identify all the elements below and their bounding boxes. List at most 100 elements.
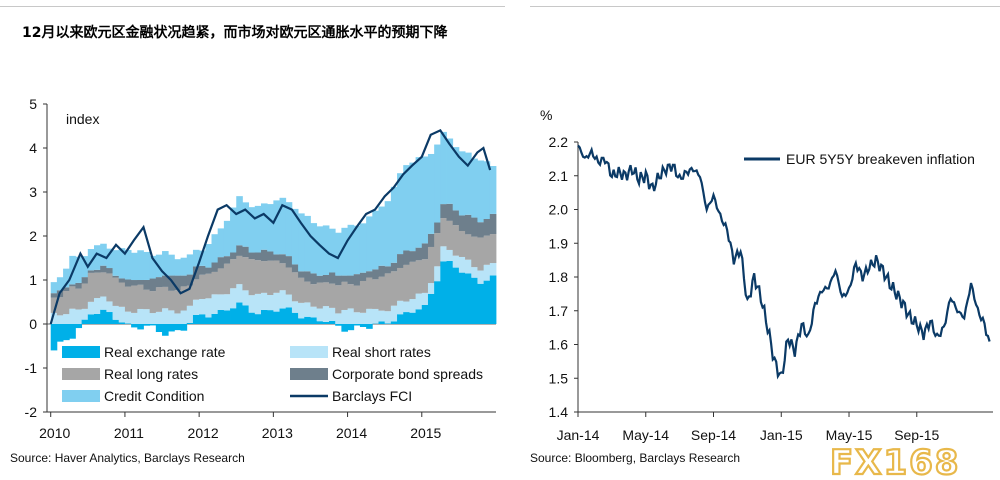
bar-real-long-rates: [267, 260, 274, 296]
bar-real-exchange-rate: [205, 317, 212, 324]
bar-real-exchange-rate: [322, 321, 330, 324]
legend-swatch-real-long-rates: [62, 368, 100, 380]
bar-real-short-rates: [279, 290, 287, 309]
bar-real-long-rates: [260, 261, 268, 293]
bar-real-short-rates: [168, 310, 175, 324]
bar-real-short-rates: [50, 312, 58, 324]
barclays-fci-line: [49, 129, 492, 325]
bar-real-short-rates: [223, 294, 231, 311]
top-rule-right: [530, 6, 1000, 7]
bar-real-exchange-rate: [248, 312, 256, 324]
bar-real-long-rates: [242, 257, 250, 291]
bar-credit-condition: [211, 234, 219, 263]
bar-real-exchange-rate: [155, 324, 163, 333]
bar-real-exchange-rate: [452, 267, 460, 324]
bar-real-long-rates: [217, 268, 225, 295]
bar-real-long-rates: [409, 261, 417, 300]
bar-corporate-bond-spreads: [366, 271, 373, 278]
bar-credit-condition: [254, 205, 262, 253]
left-x-tick-label: 2014: [336, 425, 367, 441]
left-y-tick-label: -2: [25, 404, 38, 420]
bar-real-long-rates: [434, 233, 441, 267]
bar-real-short-rates: [81, 308, 89, 320]
bar-real-exchange-rate: [192, 314, 200, 324]
bar-real-exchange-rate: [50, 324, 58, 351]
right-x-tick-label: Jan-15: [760, 427, 803, 443]
bar-real-long-rates: [223, 263, 231, 295]
bar-real-long-rates: [335, 285, 342, 314]
bar-corporate-bond-spreads: [124, 279, 132, 287]
bar-credit-condition: [434, 144, 441, 223]
bar-real-long-rates: [291, 272, 299, 302]
bar-real-exchange-rate: [162, 324, 169, 336]
right-y-tick-label: 2.1: [549, 168, 569, 184]
bar-corporate-bond-spreads: [254, 252, 262, 261]
bar-real-exchange-rate: [137, 324, 144, 330]
bar-real-exchange-rate: [149, 324, 157, 326]
bar-corporate-bond-spreads: [359, 272, 367, 281]
bar-corporate-bond-spreads: [81, 277, 89, 284]
bar-real-long-rates: [186, 285, 194, 306]
bar-real-exchange-rate: [186, 322, 194, 324]
right-x-tick-label: Jan-14: [557, 427, 600, 443]
bar-real-exchange-rate: [366, 324, 373, 329]
left-y-tick-label: 1: [29, 272, 37, 288]
right-y-tick-label: 1.5: [549, 370, 569, 386]
legend-swatch-real-short-rates: [290, 346, 328, 358]
bar-real-short-rates: [452, 255, 460, 268]
bar-real-short-rates: [465, 259, 472, 274]
bar-corporate-bond-spreads: [242, 246, 250, 258]
bar-credit-condition: [124, 250, 132, 280]
bar-real-long-rates: [378, 276, 386, 311]
bar-real-long-rates: [440, 218, 447, 247]
bar-real-long-rates: [94, 272, 101, 299]
bar-real-short-rates: [384, 311, 392, 324]
bar-corporate-bond-spreads: [427, 233, 435, 247]
bar-real-long-rates: [298, 277, 305, 303]
bar-real-long-rates: [397, 267, 404, 301]
bar-real-short-rates: [192, 299, 200, 315]
bar-corporate-bond-spreads: [452, 210, 460, 226]
bar-real-exchange-rate: [384, 323, 392, 324]
bar-credit-condition: [285, 202, 293, 257]
bar-credit-condition: [452, 147, 460, 211]
bar-real-short-rates: [335, 313, 342, 324]
bar-real-exchange-rate: [397, 314, 404, 324]
bar-real-short-rates: [316, 308, 324, 322]
bar-real-long-rates: [155, 287, 163, 312]
bar-real-exchange-rate: [199, 314, 206, 324]
bar-corporate-bond-spreads: [291, 264, 299, 273]
bar-real-short-rates: [421, 292, 429, 306]
left-unit-label: index: [66, 111, 99, 127]
bar-real-short-rates: [273, 292, 280, 312]
bar-real-long-rates: [359, 280, 367, 313]
bar-real-exchange-rate: [75, 324, 83, 329]
bar-real-long-rates: [427, 246, 435, 284]
bar-real-long-rates: [304, 281, 311, 303]
bar-credit-condition: [304, 215, 311, 272]
bar-credit-condition: [56, 277, 64, 291]
bar-corporate-bond-spreads: [180, 275, 188, 287]
bar-real-short-rates: [403, 301, 410, 313]
bar-real-exchange-rate: [347, 324, 355, 331]
bar-real-short-rates: [75, 309, 83, 324]
bar-real-exchange-rate: [217, 309, 225, 324]
fx168-watermark-logo: FX168: [830, 444, 960, 480]
bar-corporate-bond-spreads: [390, 262, 398, 272]
bar-real-short-rates: [341, 309, 348, 324]
bar-credit-condition: [81, 256, 89, 278]
bar-corporate-bond-spreads: [446, 203, 454, 221]
bar-credit-condition: [403, 165, 410, 251]
bar-corporate-bond-spreads: [199, 265, 206, 275]
bar-real-long-rates: [483, 235, 491, 265]
bar-credit-condition: [465, 152, 472, 215]
bar-real-short-rates: [94, 298, 101, 314]
bar-real-short-rates: [211, 294, 219, 314]
bar-credit-condition: [489, 166, 497, 214]
bar-real-long-rates: [403, 264, 410, 302]
bar-credit-condition: [260, 203, 268, 250]
bar-real-exchange-rate: [329, 320, 336, 324]
bar-real-short-rates: [63, 314, 70, 324]
bar-real-long-rates: [162, 286, 169, 309]
bar-corporate-bond-spreads: [415, 247, 423, 261]
